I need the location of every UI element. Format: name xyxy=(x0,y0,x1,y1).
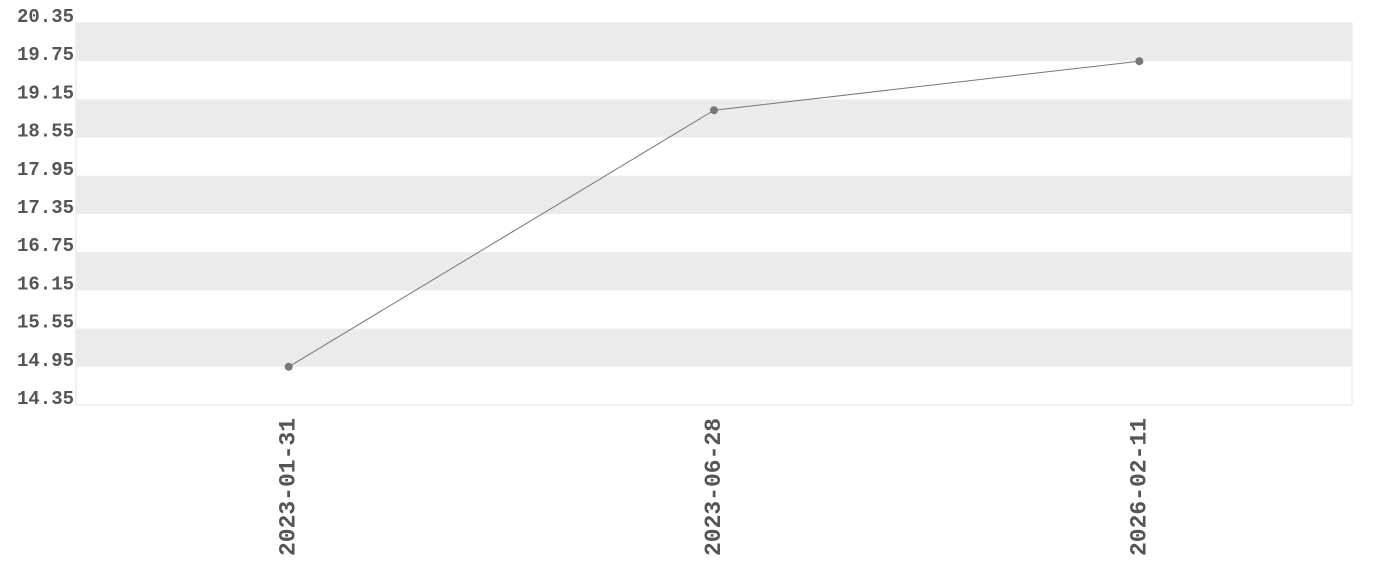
y-tick-label: 17.95 xyxy=(17,159,74,181)
x-tick-label: 2023-01-31 xyxy=(276,418,302,556)
point xyxy=(284,362,293,371)
point xyxy=(710,106,718,115)
grid-band xyxy=(76,328,1352,367)
y-tick-label: 14.95 xyxy=(17,350,74,372)
grid-band xyxy=(76,23,1352,62)
x-tick-label: 2026-02-11 xyxy=(1126,418,1152,556)
y-tick-label: 16.75 xyxy=(17,235,74,257)
y-tick-label: 17.35 xyxy=(17,197,74,219)
y-tick-label: 14.35 xyxy=(17,388,74,410)
y-tick-label: 19.15 xyxy=(17,82,74,104)
grid-band xyxy=(76,175,1352,214)
y-tick-label: 15.55 xyxy=(17,312,74,334)
y-tick-label: 18.55 xyxy=(17,121,74,143)
point xyxy=(1135,57,1144,66)
grid-band xyxy=(76,99,1352,138)
x-tick-label: 2023-06-28 xyxy=(701,418,727,556)
y-tick-label: 19.75 xyxy=(17,44,74,66)
y-tick-label: 16.15 xyxy=(17,273,74,295)
grid-band xyxy=(76,252,1352,291)
y-tick-label: 20.35 xyxy=(17,6,74,28)
